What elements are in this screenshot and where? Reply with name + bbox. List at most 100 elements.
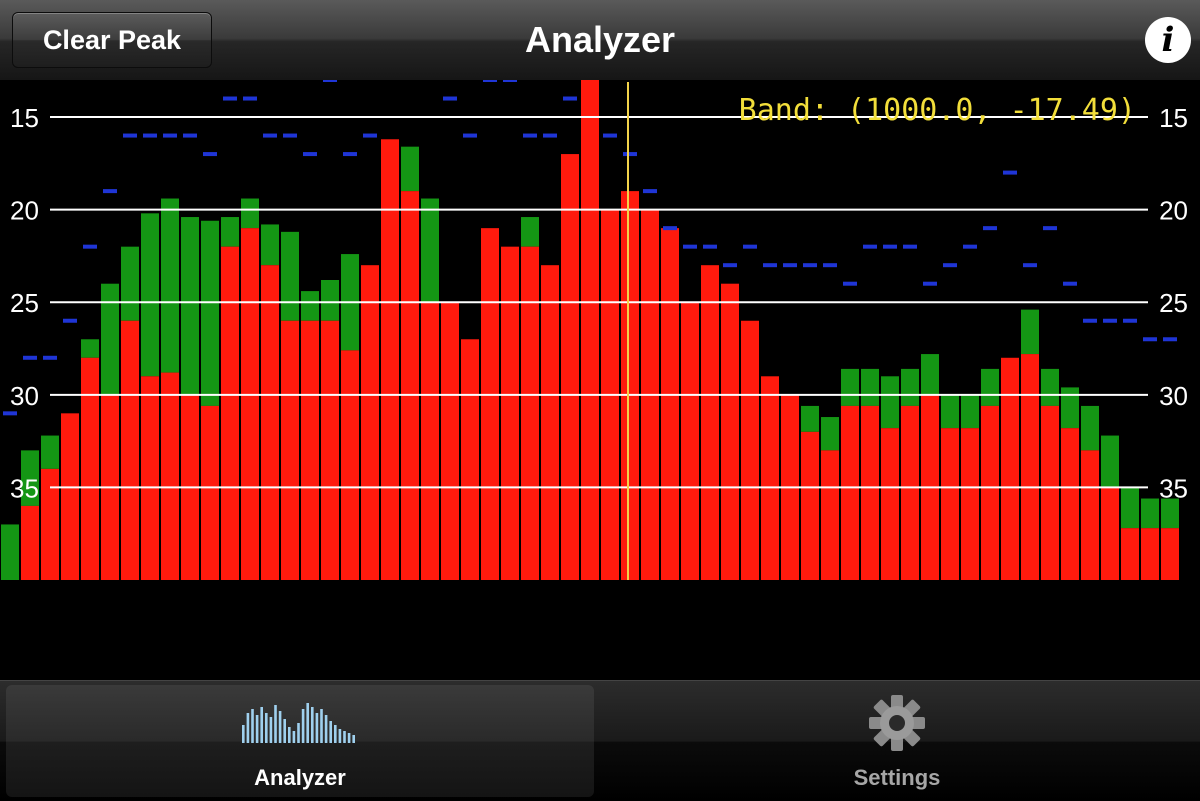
band-level-bar — [141, 376, 159, 580]
band-peak-marker — [803, 263, 817, 268]
band-average-bar — [981, 368, 999, 406]
band-level-bar — [1001, 357, 1019, 580]
band-level-bar — [21, 505, 39, 580]
y-tick-label-right: 35 — [1159, 473, 1188, 503]
band-peak-marker — [543, 133, 557, 138]
spectrum-icon-bar — [347, 733, 351, 743]
band-peak-marker — [303, 152, 317, 157]
spectrum-icon-bar — [301, 709, 305, 743]
band-level-bar — [321, 320, 339, 580]
band-peak-marker — [143, 133, 157, 138]
band-level-bar — [801, 431, 819, 580]
band-level-bar — [961, 428, 979, 580]
band-average-bar — [1101, 435, 1119, 488]
band-average-bar — [121, 246, 139, 321]
band-average-bar — [221, 217, 239, 247]
band-level-bar — [261, 265, 279, 580]
band-average-bar — [241, 198, 259, 229]
spectrum-icon-bar — [292, 731, 296, 743]
y-tick-label-right: 25 — [1159, 288, 1188, 318]
band-level-bar — [761, 376, 779, 580]
band-peak-marker — [1043, 226, 1057, 231]
band-level-bar — [741, 320, 759, 580]
band-level-bar — [1101, 487, 1119, 580]
band-level-bar — [1161, 528, 1179, 580]
band-peak-marker — [323, 80, 337, 82]
band-level-bar — [681, 302, 699, 580]
tab-analyzer[interactable]: Analyzer — [6, 685, 594, 797]
band-peak-marker — [923, 281, 937, 286]
spectrum-icon-bar — [320, 709, 323, 743]
band-peak-marker — [183, 133, 197, 138]
band-level-bar — [841, 405, 859, 580]
band-peak-marker — [1083, 318, 1097, 323]
gear-tooth — [891, 737, 903, 751]
band-average-bar — [301, 291, 319, 321]
spectrum-icon-bar — [352, 735, 355, 743]
tab-analyzer-label: Analyzer — [254, 765, 346, 790]
band-average-bar — [181, 217, 199, 395]
band-average-bar — [101, 283, 119, 395]
band-average-bar — [941, 394, 959, 429]
band-average-bar — [41, 435, 59, 469]
band-peak-marker — [663, 226, 677, 231]
gear-tooth — [891, 695, 903, 709]
band-peak-marker — [43, 355, 57, 360]
band-peak-marker — [823, 263, 837, 268]
band-level-bar — [1081, 450, 1099, 580]
band-peak-marker — [3, 411, 17, 416]
spectrum-icon-bar — [251, 709, 254, 743]
band-level-bar — [121, 320, 139, 580]
band-peak-marker — [23, 355, 37, 360]
info-icon[interactable]: i — [1145, 17, 1191, 63]
band-average-bar — [1041, 368, 1059, 406]
clear-peak-button[interactable]: Clear Peak — [12, 12, 212, 68]
y-tick-label-right: 30 — [1159, 381, 1188, 411]
band-level-bar — [501, 246, 519, 580]
band-peak-marker — [503, 80, 517, 82]
page-title: Analyzer — [524, 19, 676, 60]
band-level-bar — [581, 80, 599, 580]
y-tick-label-left: 20 — [10, 196, 39, 226]
band-level-bar — [1141, 528, 1159, 580]
spectrum-analyzer-plot[interactable]: 15 15 20 20 25 25 30 30 35 35 Band: (1000.0, -17.… — [0, 80, 1200, 600]
band-average-bar — [521, 217, 539, 247]
spectrum-icon-bar — [297, 723, 300, 743]
band-level-bar — [301, 320, 319, 580]
band-peak-marker — [363, 133, 377, 138]
spectrum-icon-bar — [265, 713, 268, 743]
band-peak-marker — [603, 133, 617, 138]
band-level-bar — [281, 320, 299, 580]
band-level-bar — [401, 191, 419, 580]
band-peak-marker — [1143, 337, 1157, 342]
band-average-bar — [861, 368, 879, 406]
band-level-bar — [1121, 528, 1139, 580]
band-level-bar — [561, 154, 579, 580]
spectrum-icon-bar — [278, 711, 282, 743]
spectrum-icon — [242, 703, 355, 743]
band-peak-marker — [943, 263, 957, 268]
tab-settings[interactable]: Settings — [600, 685, 1194, 797]
y-tick-label-right: 15 — [1159, 103, 1188, 133]
band-level-bar — [241, 228, 259, 581]
gear-icon — [869, 695, 925, 751]
band-readout: Band: (1000.0, -17.49) — [739, 93, 1136, 128]
band-level-bar — [421, 302, 439, 580]
band-average-bar — [161, 198, 179, 373]
band-level-bar — [701, 265, 719, 580]
spectrum-icon-bar — [338, 729, 342, 743]
band-level-bar — [981, 405, 999, 580]
band-level-bar — [941, 428, 959, 580]
band-average-bar — [21, 450, 39, 506]
band-level-bar — [481, 228, 499, 581]
band-level-bar — [881, 428, 899, 580]
band-level-bar — [621, 191, 639, 580]
band-average-bar — [321, 280, 339, 321]
band-average-bar — [1121, 487, 1139, 529]
band-peak-marker — [1123, 318, 1137, 323]
y-tick-label-right: 20 — [1159, 196, 1188, 226]
band-peak-marker — [163, 133, 177, 138]
band-average-bar — [801, 405, 819, 432]
band-peak-marker — [483, 80, 497, 82]
band-peak-marker — [883, 244, 897, 249]
